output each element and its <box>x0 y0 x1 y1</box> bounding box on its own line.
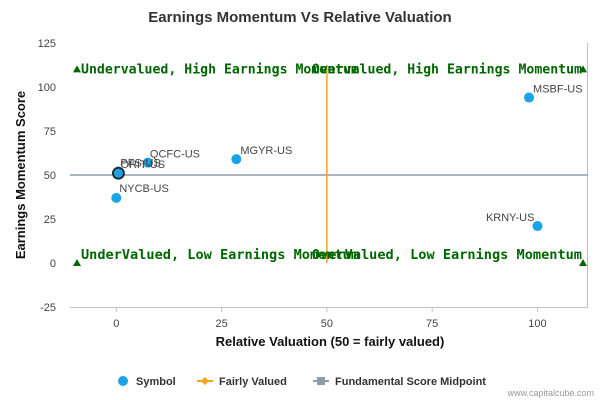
credit-text: www.capitalcube.com <box>506 388 594 398</box>
y-tick-label: 25 <box>44 214 56 226</box>
point-label-msbf-us: MSBF-US <box>533 84 583 96</box>
legend-fairly-valued-diamond-icon <box>201 377 209 385</box>
legend-midpoint-square-icon <box>317 377 325 385</box>
y-tick-label: 75 <box>44 126 56 138</box>
quadrant-label-bottom-left: UnderValued, Low Earnings Momentum <box>81 248 359 263</box>
x-tick-label: 100 <box>528 318 546 330</box>
legend-item-midpoint[interactable]: Fundamental Score Midpoint <box>313 376 486 388</box>
x-tick-label: 50 <box>321 318 333 330</box>
legend-item-symbol[interactable]: Symbol <box>118 376 176 388</box>
x-tick-label: 25 <box>215 318 227 330</box>
y-tick-label: 125 <box>38 38 56 50</box>
y-tick-label: 0 <box>50 258 56 270</box>
point-label-pfs-us: PFS-US <box>120 157 160 169</box>
x-tick-label: 0 <box>113 318 119 330</box>
point-label-qcfc-us: QCFC-US <box>150 149 200 161</box>
legend-fairly-valued-label: Fairly Valued <box>219 376 287 388</box>
chart-title: Earnings Momentum Vs Relative Valuation <box>148 9 451 26</box>
point-label-orit-us: ORIT-US <box>120 159 165 171</box>
point-label-nycb-us: NYCB-US <box>119 183 169 195</box>
legend: Symbol Fairly Valued Fundamental Score M… <box>118 376 486 388</box>
y-tick-label: -25 <box>40 302 56 314</box>
triangle-marker-icon <box>579 259 587 266</box>
quadrant-label-bottom-right: OverValued, Low Earnings Momentum <box>312 248 582 263</box>
point-qcfc-us[interactable] <box>142 157 153 168</box>
x-tick-label: 75 <box>426 318 438 330</box>
triangle-marker-icon <box>579 65 587 73</box>
quadrant-triangle-markers <box>73 65 587 266</box>
point-msbf-us[interactable] <box>524 92 535 103</box>
point-label-krny-us: KRNY-US <box>486 212 535 224</box>
highlight-ring-orit-us <box>112 166 125 180</box>
x-axis-title: Relative Valuation (50 = fairly valued) <box>216 334 445 349</box>
legend-midpoint-label: Fundamental Score Midpoint <box>335 376 486 388</box>
point-krny-us[interactable] <box>532 221 543 232</box>
point-nycb-us[interactable] <box>111 192 122 203</box>
quadrant-label-top-right: Overvalued, High Earnings Momentum <box>312 62 582 77</box>
legend-symbol-label: Symbol <box>136 376 176 388</box>
triangle-marker-icon <box>73 259 81 266</box>
point-mgyr-us[interactable] <box>231 154 242 165</box>
quadrant-label-top-left: Undervalued, High Earnings Momentum <box>81 62 359 77</box>
y-tick-label: 50 <box>44 170 56 182</box>
legend-symbol-marker <box>118 376 128 386</box>
point-orit-us[interactable] <box>113 168 124 179</box>
y-axis-title: Earnings Momentum Score <box>13 91 28 259</box>
triangle-marker-icon <box>73 65 81 73</box>
y-tick-label: 100 <box>38 82 56 94</box>
legend-item-fairly-valued[interactable]: Fairly Valued <box>197 376 287 388</box>
y-axis-ticks: -25 0 25 50 75 100 125 <box>38 38 56 314</box>
point-label-mgyr-us: MGYR-US <box>240 145 292 157</box>
